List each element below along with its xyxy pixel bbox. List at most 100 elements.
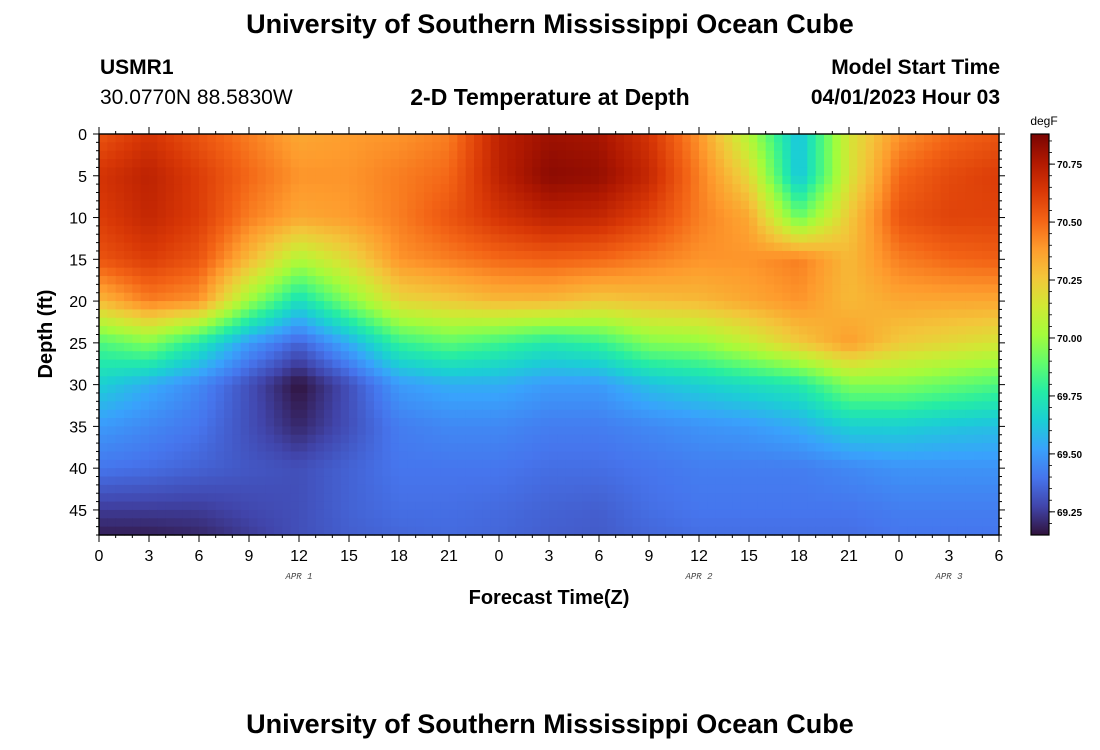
heat-cell [249,242,258,252]
heat-cell [632,493,642,503]
heat-cell [240,493,250,503]
heat-cell [140,326,150,336]
heat-cell [840,309,850,319]
heat-cell [774,509,783,519]
heat-cell [749,384,758,394]
heat-cell [490,150,500,160]
heat-cell [840,493,850,503]
heat-cell [649,242,658,252]
heat-cell [199,200,208,210]
heat-cell [315,392,325,402]
heat-cell [349,401,358,411]
heat-cell [149,200,158,210]
heat-cell [190,367,200,377]
heat-cell [915,509,925,519]
heat-cell [365,359,375,369]
heat-cell [157,309,167,319]
heat-cell [607,443,617,453]
heat-cell [157,426,167,436]
heat-cell [665,317,675,327]
heat-cell [982,443,992,453]
heat-cell [724,134,733,143]
heat-cell [957,250,967,260]
heat-cell [482,384,492,394]
heat-cell [365,209,375,219]
heat-cell [174,468,183,478]
heat-cell [224,142,233,152]
heat-cell [865,192,875,202]
heat-cell [240,376,250,386]
heat-cell [915,351,925,361]
heat-cell [415,367,425,377]
heat-cell [140,167,150,177]
heat-cell [565,142,575,152]
heat-cell [907,367,917,377]
heat-cell [640,451,650,461]
heat-cell [640,150,650,160]
heat-cell [832,451,842,461]
heat-cell [724,384,733,394]
heat-cell [299,342,308,352]
heat-cell [165,209,175,219]
heat-cell [557,209,567,219]
heat-cell [415,459,425,469]
heat-cell [482,259,492,269]
heat-cell [257,501,267,511]
heat-cell [415,351,425,361]
heat-cell [132,225,142,235]
heat-cell [515,342,525,352]
heat-cell [915,359,925,369]
heat-cell [849,434,858,444]
heat-cell [557,250,567,260]
heat-cell [874,250,883,260]
heat-cell [474,443,483,453]
heat-cell [357,276,367,285]
heat-cell [257,443,267,453]
heat-cell [174,518,183,528]
heat-cell [690,418,700,427]
heat-cell [324,267,333,277]
heat-cell [465,301,475,311]
heat-cell [965,142,975,152]
heat-cell [157,284,167,294]
heat-cell [915,493,925,503]
heat-cell [324,509,333,519]
heat-cell [982,509,992,519]
heat-cell [249,342,258,352]
heat-cell [965,326,975,336]
heat-cell [557,459,567,469]
heat-cell [765,501,775,511]
heat-cell [199,159,208,169]
heat-cell [607,493,617,503]
heat-cell [165,150,175,160]
heat-cell [874,301,883,311]
heat-cell [282,326,292,336]
heat-cell [715,209,725,219]
heat-cell [407,217,417,227]
heat-cell [874,284,883,294]
heat-cell [324,426,333,436]
heat-cell [165,434,175,444]
heat-cell [540,384,550,394]
heat-cell [107,493,117,503]
heat-cell [315,234,325,244]
heat-cell [974,384,983,394]
heat-cell [365,184,375,194]
heat-cell [299,200,308,210]
heat-cell [665,376,675,386]
heat-cell [732,418,742,427]
heat-cell [907,418,917,427]
heat-cell [532,351,542,361]
heat-cell [174,426,183,436]
heat-cell [732,150,742,160]
heat-cell [215,225,225,235]
heat-cell [782,192,792,202]
heat-cell [307,209,317,219]
heat-cell [140,175,150,185]
heat-cell [282,434,292,444]
heat-cell [940,217,950,227]
heat-cell [474,509,483,519]
heat-cell [857,476,867,486]
heat-cell [832,418,842,427]
heat-cell [499,284,508,294]
